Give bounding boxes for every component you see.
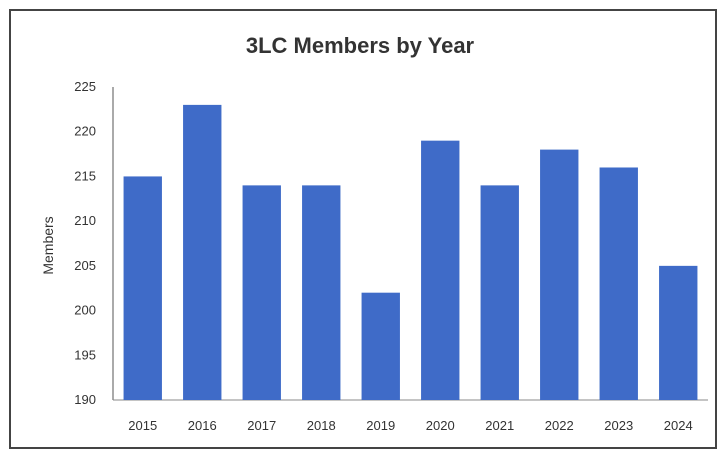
bar-2017 xyxy=(242,185,281,400)
x-tick-label: 2017 xyxy=(247,418,276,433)
y-tick-label: 225 xyxy=(74,79,96,94)
x-tick-label: 2019 xyxy=(366,418,395,433)
x-tick-label: 2020 xyxy=(426,418,455,433)
bar-2022 xyxy=(540,149,579,400)
x-tick-label: 2024 xyxy=(664,418,693,433)
y-tick-label: 205 xyxy=(74,258,96,273)
x-tick-label: 2018 xyxy=(307,418,336,433)
bar-2023 xyxy=(599,167,638,400)
x-tick-label: 2016 xyxy=(188,418,217,433)
y-tick-label: 215 xyxy=(74,168,96,183)
y-tick-label: 195 xyxy=(74,347,96,362)
bar-chart: 190 195 200 205 210 215 220 225 Members 2015 2016 2… xyxy=(40,79,708,433)
y-tick-label: 200 xyxy=(74,303,96,318)
y-tick-label: 190 xyxy=(74,392,96,407)
bar-2018 xyxy=(302,185,341,400)
y-tick-label: 220 xyxy=(74,124,96,139)
y-axis-label: Members xyxy=(40,216,56,274)
chart-title: 3LC Members by Year xyxy=(245,33,475,58)
x-tick-label: 2015 xyxy=(128,418,157,433)
x-tick-label: 2021 xyxy=(485,418,514,433)
x-tick-label: 2023 xyxy=(604,418,633,433)
bar-2016 xyxy=(183,104,222,400)
y-tick-label: 210 xyxy=(74,213,96,228)
bar-2020 xyxy=(421,140,460,400)
bar-2019 xyxy=(361,292,400,400)
bar-2021 xyxy=(480,185,519,400)
bar-2024 xyxy=(659,265,698,400)
x-tick-label: 2022 xyxy=(545,418,574,433)
bar-2015 xyxy=(123,176,162,400)
